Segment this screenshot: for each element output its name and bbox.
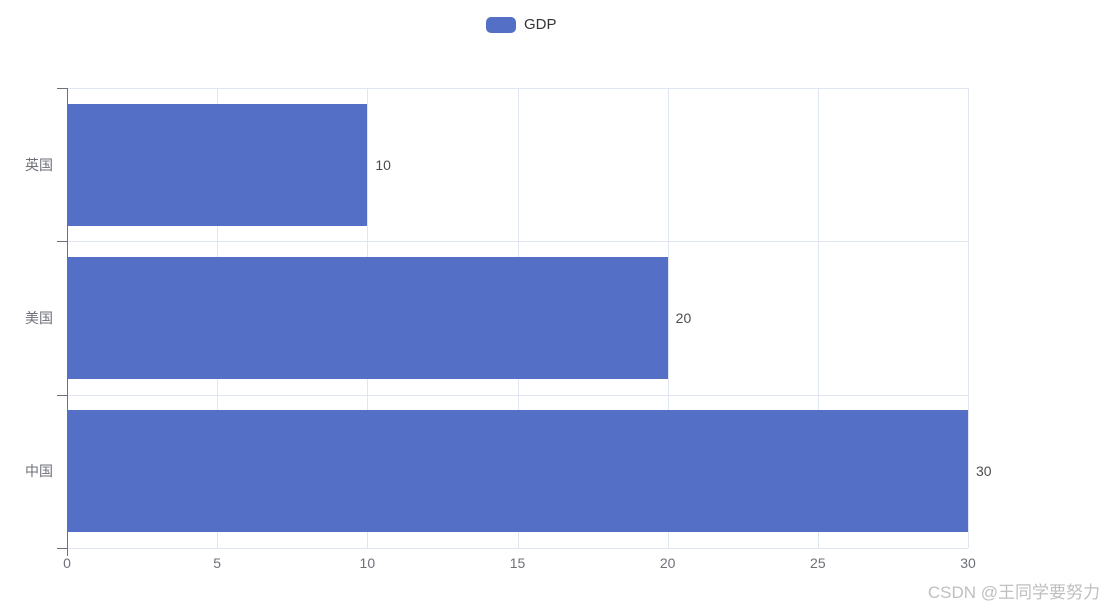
plot-area: 10 20 30 <box>67 88 992 549</box>
gridline-horizontal <box>67 394 968 396</box>
y-axis-labels: 英国 美国 中国 <box>0 88 60 548</box>
gridline-vertical <box>817 88 819 548</box>
x-tick-label: 25 <box>810 555 826 571</box>
category-label-中国: 中国 <box>25 463 53 480</box>
legend-marker-icon <box>486 16 516 33</box>
x-tick-label: 15 <box>509 555 526 571</box>
y-axis-tick <box>57 548 67 549</box>
y-axis-line <box>67 88 68 556</box>
gridline-horizontal <box>67 548 968 549</box>
bar-row: 30 <box>67 395 992 548</box>
x-tick-label: 30 <box>960 555 976 571</box>
category-label-英国: 英国 <box>25 156 53 173</box>
y-axis-tick <box>57 394 67 396</box>
legend-item-gdp[interactable]: GDP <box>486 16 557 33</box>
x-tick-label: 5 <box>213 555 222 571</box>
bar-row: 20 <box>67 241 968 394</box>
x-axis-labels: 0 5 10 15 20 25 30 <box>63 555 976 575</box>
bar-row: 10 <box>67 88 968 241</box>
gridline-vertical <box>968 88 969 548</box>
y-axis-tick <box>57 241 67 243</box>
category-label-美国: 美国 <box>25 310 53 326</box>
bar-value-label: 30 <box>976 463 992 480</box>
bar-美国[interactable] <box>67 256 668 379</box>
legend-label: GDP <box>524 16 557 33</box>
gridline-vertical <box>667 88 669 548</box>
x-tick-label: 20 <box>659 555 676 571</box>
x-tick-label: 0 <box>63 555 71 571</box>
x-tick-label: 10 <box>359 555 376 571</box>
bar-中国[interactable] <box>67 410 968 533</box>
watermark: CSDN @王同学要努力 <box>927 583 1100 602</box>
bar-英国[interactable] <box>67 103 368 226</box>
bar-value-label: 10 <box>375 156 391 173</box>
gridline-horizontal <box>67 88 968 89</box>
bar-value-label: 20 <box>675 309 692 326</box>
gridline-horizontal <box>67 241 968 243</box>
y-axis-tick <box>57 88 67 89</box>
